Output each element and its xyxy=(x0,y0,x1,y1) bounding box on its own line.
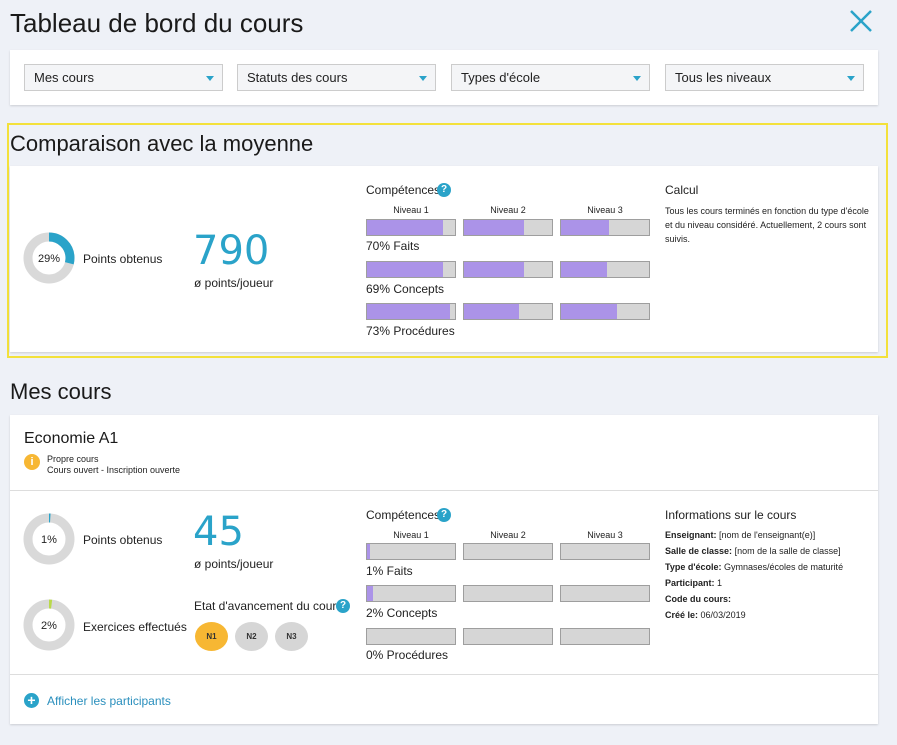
level-1-header: Niveau 1 xyxy=(393,205,429,215)
course-level-1-header: Niveau 1 xyxy=(393,530,429,540)
course-points-label: Points obtenus xyxy=(83,533,163,547)
chevron-down-icon xyxy=(206,76,214,81)
concepts-label: 69% Concepts xyxy=(366,282,445,296)
course-exercises-label: Exercices effectués xyxy=(83,620,187,634)
calcul-text: Tous les cours terminés en fonction du t… xyxy=(665,206,869,244)
level-button-n1[interactable]: N1 xyxy=(195,622,228,651)
level-3-header: Niveau 3 xyxy=(587,205,623,215)
page-title: Tableau de bord du cours xyxy=(10,8,304,38)
course-points-percent: 1% xyxy=(41,534,57,546)
course-divider-bottom xyxy=(10,674,878,675)
course-points-donut: 1% xyxy=(23,513,75,565)
bar-concepts-n1 xyxy=(366,261,456,278)
filter-bar: Mes cours Statuts des cours Types d'écol… xyxy=(10,50,878,105)
level-button-n2[interactable]: N2 xyxy=(235,622,268,651)
course-bar-concepts-n2 xyxy=(463,585,553,602)
avg-points-sub: ø points/joueur xyxy=(194,276,274,290)
course-procedures-label: 0% Procédures xyxy=(366,648,449,662)
course-bar-concepts-n3 xyxy=(560,585,650,602)
filter-status-select[interactable]: Statuts des cours xyxy=(237,64,436,91)
filter-level-label: Tous les niveaux xyxy=(675,70,772,85)
level-2-header: Niveau 2 xyxy=(490,205,526,215)
bar-procedures-n1 xyxy=(366,303,456,320)
points-donut-percent: 29% xyxy=(38,253,60,265)
plus-circle-icon: + xyxy=(24,693,39,708)
bar-faits-n1 xyxy=(366,219,456,236)
course-exercises-percent: 2% xyxy=(41,620,57,632)
course-exercises-donut: 2% xyxy=(23,599,75,651)
filter-level-select[interactable]: Tous les niveaux xyxy=(665,64,864,91)
show-participants-link[interactable]: + Afficher les participants xyxy=(24,693,171,708)
course-level-2-header: Niveau 2 xyxy=(490,530,526,540)
course-bar-faits-n2 xyxy=(463,543,553,560)
my-courses-title: Mes cours xyxy=(10,379,112,404)
course-bar-faits-n1 xyxy=(366,543,456,560)
help-icon[interactable]: ? xyxy=(336,599,350,613)
course-divider-top xyxy=(10,490,878,491)
course-faits-label: 1% Faits xyxy=(366,564,413,578)
chevron-down-icon xyxy=(847,76,855,81)
bar-concepts-n2 xyxy=(463,261,553,278)
info-icon: i xyxy=(24,454,40,470)
comparison-card: 29% Points obtenus 790 ø points/joueur C… xyxy=(10,166,878,352)
close-button[interactable] xyxy=(846,6,876,36)
info-participants: Participant: 1 xyxy=(665,578,723,588)
course-info-title: Informations sur le cours xyxy=(665,508,797,522)
points-donut-label: Points obtenus xyxy=(83,252,163,266)
course-bar-faits-n3 xyxy=(560,543,650,560)
course-concepts-label: 2% Concepts xyxy=(366,606,438,620)
filter-school-type-label: Types d'école xyxy=(461,70,541,85)
faits-label: 70% Faits xyxy=(366,239,420,253)
bar-procedures-n3 xyxy=(560,303,650,320)
course-card: Economie A1 i Propre cours Cours ouvert … xyxy=(10,415,878,724)
bar-faits-n2 xyxy=(463,219,553,236)
progress-title: Etat d'avancement du cours xyxy=(194,599,343,613)
course-avg-points-sub: ø points/joueur xyxy=(194,557,274,571)
bar-procedures-n2 xyxy=(463,303,553,320)
show-participants-label: Afficher les participants xyxy=(47,693,171,708)
course-name: Economie A1 xyxy=(24,430,119,447)
course-avg-points-value: 45 xyxy=(193,509,244,555)
filter-courses-label: Mes cours xyxy=(34,70,94,85)
points-donut: 29% xyxy=(23,232,75,284)
course-bar-concepts-n1 xyxy=(366,585,456,602)
avg-points-value: 790 xyxy=(193,228,270,274)
help-icon[interactable]: ? xyxy=(437,508,451,522)
level-button-n3[interactable]: N3 xyxy=(275,622,308,651)
info-teacher: Enseignant: [nom de l'enseignant(e)] xyxy=(665,530,816,540)
procedures-label: 73% Procédures xyxy=(366,324,455,338)
comparison-highlight xyxy=(7,123,888,358)
course-bar-procedures-n1 xyxy=(366,628,456,645)
calcul-title: Calcul xyxy=(665,183,699,197)
filter-school-type-select[interactable]: Types d'école xyxy=(451,64,650,91)
info-classroom: Salle de classe: [nom de la salle de cla… xyxy=(665,546,841,556)
competences-title: Compétences xyxy=(366,183,441,197)
course-level-3-header: Niveau 3 xyxy=(587,530,623,540)
filter-status-label: Statuts des cours xyxy=(247,70,348,85)
info-created: Créé le: 06/03/2019 xyxy=(665,610,746,620)
bar-concepts-n3 xyxy=(560,261,650,278)
course-info-list: Enseignant: [nom de l'enseignant(e)] Sal… xyxy=(665,527,875,623)
filter-courses-select[interactable]: Mes cours xyxy=(24,64,223,91)
course-status-owner: Propre cours xyxy=(47,454,99,464)
course-bar-procedures-n3 xyxy=(560,628,650,645)
course-status-open: Cours ouvert - Inscription ouverte xyxy=(47,465,181,475)
help-icon[interactable]: ? xyxy=(437,183,451,197)
course-bar-procedures-n2 xyxy=(463,628,553,645)
info-course-code: Code du cours: xyxy=(665,594,732,604)
bar-faits-n3 xyxy=(560,219,650,236)
course-competences-title: Compétences xyxy=(366,508,441,522)
chevron-down-icon xyxy=(633,76,641,81)
chevron-down-icon xyxy=(419,76,427,81)
close-icon xyxy=(850,10,872,32)
info-school-type: Type d'école: Gymnases/écoles de maturit… xyxy=(665,562,844,572)
comparison-title: Comparaison avec la moyenne xyxy=(10,131,314,156)
